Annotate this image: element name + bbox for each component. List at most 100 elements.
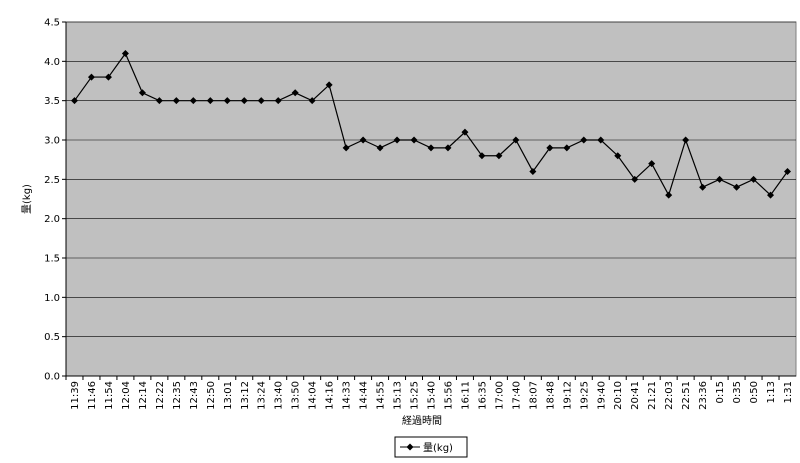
x-tick-label: 13:01 — [223, 381, 234, 410]
x-tick-label: 19:25 — [579, 381, 590, 410]
marker — [784, 167, 792, 175]
marker — [155, 97, 163, 105]
y-tick-label: 4.5 — [44, 18, 60, 29]
marker — [121, 49, 129, 57]
marker — [716, 175, 724, 183]
marker — [223, 97, 231, 105]
x-tick-label: 15:56 — [443, 381, 454, 410]
marker — [682, 136, 690, 144]
x-tick-label: 14:44 — [359, 381, 370, 410]
x-tick-label: 11:39 — [70, 381, 81, 410]
x-tick-label: 0:15 — [715, 381, 726, 403]
x-tick-label: 14:55 — [376, 381, 387, 410]
x-tick-label: 18:07 — [528, 381, 539, 410]
x-tick-label: 20:41 — [630, 381, 641, 410]
marker — [563, 144, 571, 152]
marker — [427, 144, 435, 152]
marker — [614, 152, 622, 160]
x-tick-label: 22:03 — [664, 381, 675, 410]
y-tick-label: 2.0 — [44, 214, 60, 225]
marker — [70, 97, 78, 105]
marker — [410, 136, 418, 144]
x-tick-label: 1:31 — [783, 381, 794, 403]
x-tick-label: 15:25 — [410, 381, 421, 410]
marker — [189, 97, 197, 105]
x-tick-label: 13:50 — [291, 381, 302, 410]
x-tick-label: 13:24 — [257, 381, 268, 410]
x-tick-label: 19:12 — [562, 381, 573, 410]
x-tick-label: 16:11 — [460, 381, 471, 410]
marker — [104, 73, 112, 81]
x-tick-label: 18:48 — [545, 381, 556, 410]
x-tick-label: 14:33 — [342, 381, 353, 410]
marker — [342, 144, 350, 152]
marker — [580, 136, 588, 144]
marker — [597, 136, 605, 144]
plot-area — [65, 21, 797, 377]
y-tick-label: 0.5 — [44, 332, 60, 343]
marker — [529, 167, 537, 175]
marker — [648, 160, 656, 168]
y-tick-label: 3.0 — [44, 136, 60, 147]
x-tick-label: 11:54 — [104, 381, 115, 410]
marker — [172, 97, 180, 105]
marker — [750, 175, 758, 183]
marker — [512, 136, 520, 144]
x-tick-label: 17:40 — [511, 381, 522, 410]
x-tick-label: 12:22 — [155, 381, 166, 410]
marker — [444, 144, 452, 152]
marker — [665, 191, 673, 199]
marker — [359, 136, 367, 144]
y-tick-label: 1.5 — [44, 254, 60, 265]
marker — [631, 175, 639, 183]
y-tick-label: 4.0 — [44, 57, 60, 68]
marker — [699, 183, 707, 191]
x-tick-label: 21:21 — [647, 381, 658, 410]
x-tick-label: 0:50 — [749, 381, 760, 403]
y-tick-label: 1.0 — [44, 293, 60, 304]
x-tick-label: 12:04 — [121, 381, 132, 410]
x-tick-label: 16:35 — [477, 381, 488, 410]
x-tick-label: 22:51 — [681, 381, 692, 410]
marker — [291, 89, 299, 97]
x-tick-label: 12:35 — [172, 381, 183, 410]
x-tick-label: 14:04 — [308, 381, 319, 410]
marker — [767, 191, 775, 199]
x-tick-label: 15:13 — [393, 381, 404, 410]
y-tick-label: 2.5 — [44, 175, 60, 186]
x-tick-label: 19:40 — [596, 381, 607, 410]
x-tick-label: 13:40 — [274, 381, 285, 410]
x-tick-label: 23:36 — [698, 381, 709, 410]
x-tick-label: 12:50 — [206, 381, 217, 410]
marker — [257, 97, 265, 105]
y-tick-label: 3.5 — [44, 96, 60, 107]
marker — [325, 81, 333, 89]
x-tick-label: 14:16 — [325, 381, 336, 410]
marker — [138, 89, 146, 97]
x-tick-label: 20:10 — [613, 381, 624, 410]
legend-label: 量(kg) — [423, 442, 453, 454]
marker — [274, 97, 282, 105]
marker — [546, 144, 554, 152]
marker — [393, 136, 401, 144]
x-tick-label: 12:43 — [189, 381, 200, 410]
x-tick-label: 11:46 — [87, 381, 98, 410]
y-tick-label: 0.0 — [44, 372, 60, 383]
marker — [240, 97, 248, 105]
x-tick-label: 1:13 — [766, 381, 777, 403]
x-tick-label: 0:35 — [732, 381, 743, 403]
x-axis-title: 経過時間 — [402, 414, 442, 427]
marker — [376, 144, 384, 152]
marker — [495, 152, 503, 160]
legend-box — [394, 436, 468, 458]
marker — [87, 73, 95, 81]
x-tick-label: 12:14 — [138, 381, 149, 410]
marker — [461, 128, 469, 136]
x-tick-label: 15:40 — [427, 381, 438, 410]
y-axis-title: 量(kg) — [21, 184, 33, 214]
marker — [206, 97, 214, 105]
legend-marker — [406, 443, 414, 451]
marker — [308, 97, 316, 105]
x-tick-label: 17:00 — [494, 381, 505, 410]
